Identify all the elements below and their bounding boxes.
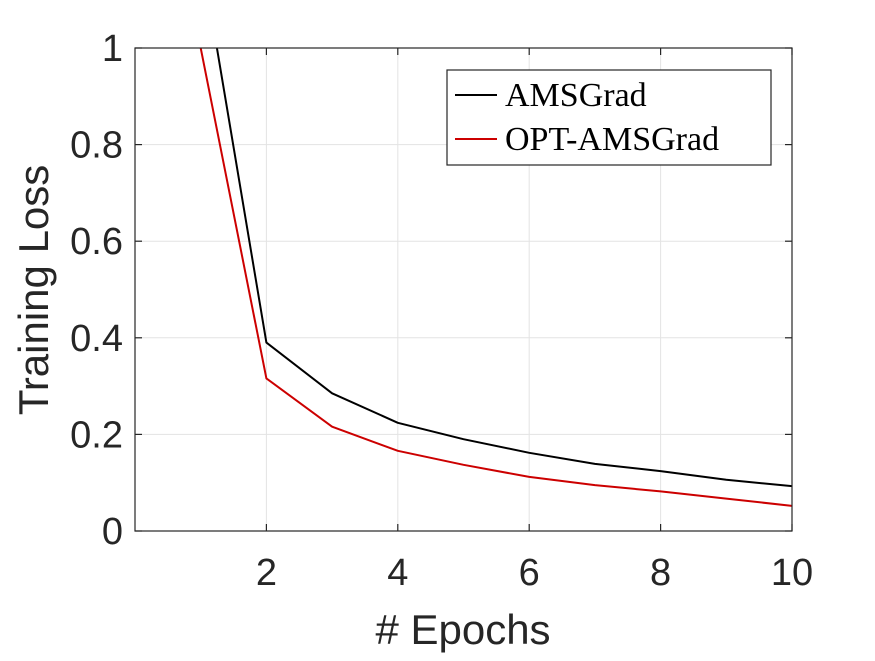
y-tick-label: 1 [102,28,123,70]
x-axis-title: # Epochs [375,606,550,653]
y-axis-title: Training Loss [10,165,57,416]
y-tick-label: 0.4 [70,318,123,360]
y-tick-label: 0 [102,511,123,553]
ticks [135,47,793,532]
x-tick-label: 2 [256,552,277,594]
x-tick-label: 4 [387,552,408,594]
x-tick-labels: 2 4 6 8 10 [256,552,813,594]
legend-label-amsgrad: AMSGrad [505,77,647,114]
series-line-0 [215,48,792,488]
y-tick-labels: 0 0.2 0.4 0.6 0.8 1 [70,28,123,553]
legend-label-opt-amsgrad: OPT-AMSGrad [505,121,719,158]
x-tick-label: 10 [771,552,813,594]
x-tick-label: 8 [650,552,671,594]
y-tick-label: 0.6 [70,221,123,263]
x-tick-label: 6 [519,552,540,594]
series-lines [199,48,792,507]
legend: AMSGrad OPT-AMSGrad [446,69,772,166]
axes-box [134,47,793,532]
legend-box [446,69,772,166]
y-tick-label: 0.8 [70,125,123,167]
y-tick-label: 0.2 [70,414,123,456]
series-line-1 [199,48,792,507]
